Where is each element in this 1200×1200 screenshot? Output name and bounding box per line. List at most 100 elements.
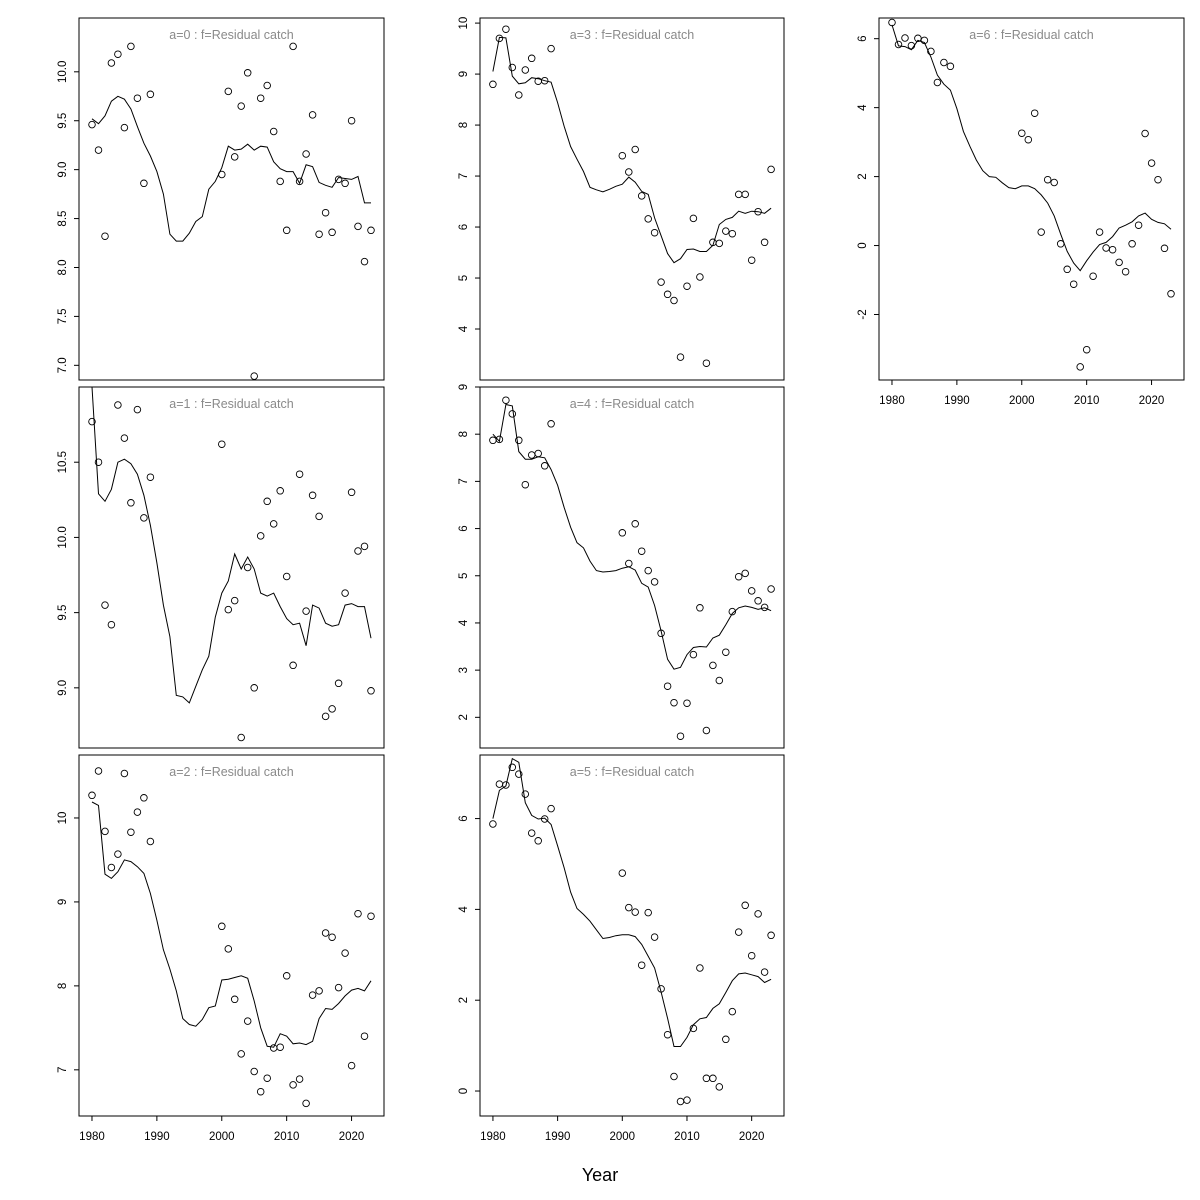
y-tick-label: 6: [458, 815, 470, 821]
observed-point: [644, 908, 652, 917]
observed-point: [657, 278, 665, 286]
observed-point: [256, 94, 265, 102]
observed-point: [754, 207, 762, 216]
observed-point: [734, 928, 743, 936]
observed-point: [120, 769, 129, 778]
observed-point: [88, 791, 96, 800]
observed-point: [133, 405, 142, 414]
observed-point: [269, 127, 278, 136]
y-tick-label: 2: [857, 173, 869, 179]
x-tick-label: 2010: [1074, 395, 1100, 407]
observed-point: [741, 569, 749, 578]
observed-point: [547, 420, 555, 428]
observed-point: [107, 620, 116, 629]
observed-point: [302, 1099, 310, 1108]
observed-point: [230, 153, 239, 161]
observed-point: [1147, 159, 1156, 167]
observed-point: [618, 529, 627, 537]
fitted-line: [492, 36, 772, 264]
observed-point: [94, 146, 103, 154]
observed-point: [709, 661, 717, 670]
observed-point: [650, 933, 659, 941]
observed-point: [527, 451, 536, 459]
observed-point: [914, 34, 922, 43]
plot-area: [88, 387, 375, 742]
observed-point: [289, 42, 297, 51]
observed-point: [650, 578, 659, 586]
observed-point: [263, 81, 271, 90]
observed-point: [321, 929, 330, 937]
y-tick-label: 5: [458, 275, 470, 281]
y-tick-label: 0: [857, 242, 869, 248]
observed-point: [218, 440, 226, 448]
observed-point: [1056, 240, 1065, 248]
observed-point: [354, 222, 362, 231]
observed-point: [715, 1083, 724, 1091]
x-tick-label: 2010: [274, 1131, 300, 1143]
observed-point: [683, 1096, 691, 1104]
observed-point: [689, 1024, 698, 1033]
y-tick-label: 6: [857, 35, 869, 41]
observed-point: [618, 869, 627, 877]
observed-point: [114, 50, 122, 58]
observed-point: [657, 985, 665, 993]
observed-point: [722, 227, 730, 235]
panel-4: a=4 : f=Residual catch 2 3 4 5 6 7 8 9: [458, 384, 785, 749]
plot-area: [888, 18, 1175, 371]
fitted-line: [492, 757, 772, 1047]
panel-title: a=6 : f=Residual catch: [969, 28, 1093, 42]
observed-point: [495, 34, 504, 43]
observed-point: [534, 449, 542, 458]
observed-point: [715, 676, 724, 685]
observed-point: [907, 41, 916, 50]
observed-point: [527, 54, 536, 63]
observed-point: [295, 177, 304, 186]
observed-point: [696, 604, 704, 612]
observed-point: [683, 282, 691, 290]
observed-point: [218, 922, 226, 931]
observed-point: [683, 699, 691, 707]
observed-point: [237, 733, 245, 742]
observed-point: [282, 572, 291, 581]
observed-point: [715, 239, 724, 248]
observed-point: [114, 401, 122, 409]
y-tick-label: 10: [458, 17, 470, 30]
observed-point: [88, 417, 96, 426]
observed-point: [256, 1087, 265, 1096]
y-tick-label: 8.5: [57, 211, 69, 227]
observed-point: [107, 863, 116, 872]
plot-area: [489, 396, 775, 740]
observed-point: [146, 837, 155, 846]
x-tick-label: 1990: [944, 395, 970, 407]
observed-point: [367, 687, 375, 695]
y-tick-label: 9.0: [57, 680, 69, 696]
observed-point: [114, 850, 122, 858]
observed-point: [1154, 175, 1162, 184]
y-tick-label: 6: [458, 224, 470, 230]
observed-point: [631, 145, 639, 154]
panel-frame: [78, 386, 385, 749]
observed-point: [360, 1032, 369, 1040]
observed-point: [689, 650, 698, 659]
y-tick-label: 2: [458, 997, 470, 1003]
observed-point: [237, 102, 245, 110]
observed-point: [540, 815, 549, 823]
observed-point: [663, 682, 672, 690]
observed-point: [1063, 265, 1071, 274]
observed-point: [224, 945, 233, 953]
observed-point: [1102, 244, 1110, 252]
observed-point: [728, 1007, 737, 1016]
observed-point: [1108, 245, 1117, 254]
fitted-line: [91, 387, 372, 704]
observed-point: [354, 909, 362, 918]
x-tick-label: 2000: [1009, 395, 1035, 407]
observed-point: [360, 257, 369, 266]
fitted-line: [91, 801, 372, 1048]
panel-title: a=2 : f=Residual catch: [169, 765, 293, 779]
x-tick-label: 1990: [144, 1131, 170, 1143]
observed-point: [218, 170, 226, 179]
observed-point: [489, 820, 497, 828]
panel-0: a=0 : f=Residual catch 7.0 7.5 8.0 8.5 9.0 9.5…: [57, 17, 385, 381]
observed-point: [101, 232, 109, 240]
y-tick-label: 5: [458, 573, 470, 579]
